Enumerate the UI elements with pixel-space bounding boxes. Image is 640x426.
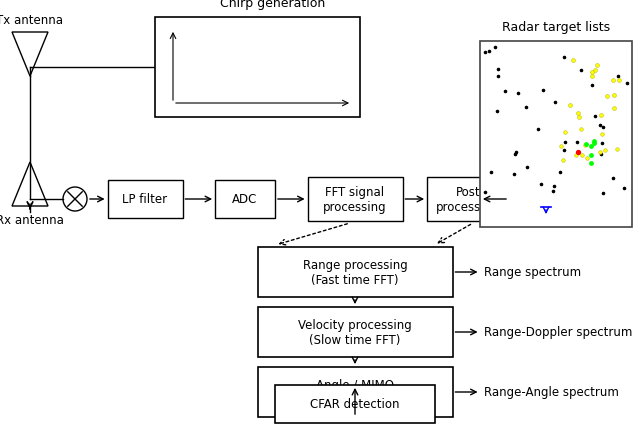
Point	[588, 141, 598, 147]
Point	[533, 126, 543, 132]
Bar	[257, 307, 452, 357]
Point	[554, 170, 564, 176]
Bar	[257, 367, 452, 417]
Point	[549, 183, 559, 190]
Text: Velocity processing
(Slow time FFT): Velocity processing (Slow time FFT)	[298, 318, 412, 346]
Bar	[155, 18, 360, 118]
Point	[577, 152, 588, 159]
Text: Radar target lists: Radar target lists	[502, 21, 610, 34]
Point	[560, 130, 570, 136]
Text: Range processing
(Fast time FFT): Range processing (Fast time FFT)	[303, 259, 408, 286]
Point	[612, 73, 623, 80]
Bar	[427, 178, 509, 222]
Point	[571, 152, 581, 159]
Point	[586, 83, 596, 89]
Point	[587, 70, 597, 77]
Point	[573, 114, 584, 121]
Text: Range spectrum: Range spectrum	[484, 266, 582, 279]
Text: ADC: ADC	[232, 193, 258, 206]
Bar	[275, 385, 435, 423]
Point	[536, 181, 546, 188]
Text: FFT signal
processing: FFT signal processing	[323, 186, 387, 213]
Text: Chirp generation: Chirp generation	[220, 0, 325, 10]
Point	[493, 74, 503, 81]
Text: Angle / MIMO
processing: Angle / MIMO processing	[316, 378, 394, 406]
Point	[588, 138, 598, 145]
Point	[511, 150, 521, 156]
Point	[556, 144, 566, 150]
Point	[509, 151, 520, 158]
Point	[596, 112, 606, 119]
Bar	[257, 248, 452, 297]
Text: CFAR detection: CFAR detection	[310, 397, 400, 411]
Text: Range-Angle spectrum: Range-Angle spectrum	[484, 386, 620, 399]
Point	[480, 50, 490, 57]
Point	[598, 190, 609, 197]
Bar	[108, 181, 182, 219]
Point	[550, 100, 560, 106]
Point	[573, 110, 583, 117]
Point	[568, 57, 579, 64]
Point	[521, 105, 531, 112]
Text: Post
processing: Post processing	[436, 186, 500, 213]
Point	[612, 146, 622, 153]
Point	[598, 125, 608, 132]
Point	[609, 92, 619, 99]
Point	[509, 172, 520, 178]
Point	[581, 141, 591, 148]
Point	[572, 139, 582, 146]
Point	[522, 164, 532, 171]
Point	[557, 157, 568, 164]
Point	[500, 89, 510, 95]
Point	[596, 140, 607, 147]
Point	[587, 73, 597, 80]
Point	[513, 90, 523, 97]
Point	[538, 87, 548, 94]
Point	[582, 155, 592, 162]
Point	[609, 106, 619, 112]
Point	[490, 45, 500, 52]
Point	[596, 151, 606, 158]
Point	[596, 131, 607, 138]
Point	[559, 148, 569, 155]
Text: Rx antenna: Rx antenna	[0, 213, 64, 227]
Text: Range-Doppler spectrum: Range-Doppler spectrum	[484, 326, 633, 339]
Point	[576, 127, 586, 133]
Point	[600, 148, 611, 155]
Point	[590, 68, 600, 75]
Point	[483, 49, 493, 56]
Point	[580, 142, 590, 149]
Point	[595, 122, 605, 129]
Point	[589, 113, 600, 120]
Text: LP filter: LP filter	[122, 193, 168, 206]
Bar	[307, 178, 403, 222]
Point	[573, 149, 583, 156]
Point	[595, 149, 605, 155]
Point	[608, 78, 618, 85]
Bar	[480, 42, 632, 227]
Point	[602, 94, 612, 101]
Text: Tx antenna: Tx antenna	[0, 14, 63, 27]
Point	[621, 81, 632, 88]
Point	[614, 78, 624, 85]
Point	[480, 189, 490, 196]
Point	[486, 169, 496, 176]
Point	[608, 175, 618, 182]
Point	[586, 160, 596, 167]
Point	[586, 144, 596, 150]
Point	[576, 68, 586, 75]
Point	[565, 102, 575, 109]
Point	[547, 188, 557, 195]
Bar	[215, 181, 275, 219]
Point	[619, 185, 629, 192]
Point	[493, 67, 503, 74]
Point	[591, 62, 602, 69]
Point	[561, 140, 571, 147]
Point	[492, 108, 502, 115]
Point	[559, 55, 569, 61]
Point	[586, 153, 596, 159]
